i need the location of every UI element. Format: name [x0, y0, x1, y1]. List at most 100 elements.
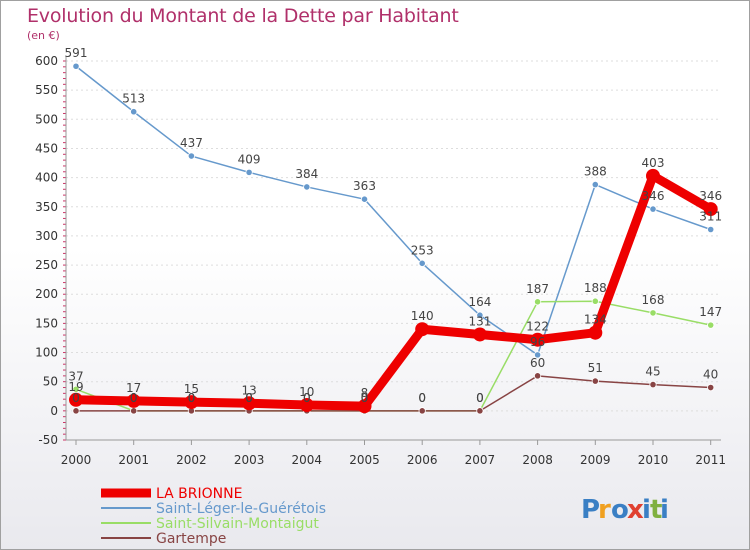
x-tick-label: 2003	[234, 453, 265, 467]
data-point-saint-silvain-montaigut	[72, 385, 80, 393]
data-point-saint-leger-le-gueretois	[187, 152, 195, 160]
data-label-la-brionne: 346	[699, 189, 722, 203]
legend-label: LA BRIONNE	[156, 486, 242, 502]
data-label-la-brionne: 131	[468, 314, 491, 328]
data-label-la-brionne: 17	[126, 381, 141, 395]
y-tick-label: 150	[35, 316, 58, 330]
x-tick-label: 2007	[465, 453, 496, 467]
data-label-gartempe: 51	[588, 361, 603, 375]
y-tick-label: 450	[35, 141, 58, 155]
data-point-gartempe	[649, 381, 657, 389]
data-label-saint-leger-le-gueretois: 96	[530, 335, 545, 349]
data-label-saint-silvain-montaigut: 0	[245, 391, 253, 405]
data-point-la-brionne	[530, 332, 545, 347]
data-label-saint-silvain-montaigut: 168	[642, 293, 665, 307]
logo-letter: P	[581, 495, 600, 525]
data-label-saint-silvain-montaigut: 187	[526, 282, 549, 296]
data-label-la-brionne: 403	[642, 156, 665, 170]
data-point-la-brionne	[69, 392, 83, 407]
data-point-la-brionne	[588, 325, 603, 340]
y-tick-label: 100	[35, 346, 58, 360]
legend-label: Saint-Silvain-Montaigut	[156, 516, 319, 532]
data-point-saint-leger-le-gueretois	[533, 351, 542, 359]
series-line-la-brionne	[71, 171, 716, 411]
logo-letter: x	[627, 495, 644, 525]
data-point-saint-leger-le-gueretois	[360, 195, 369, 203]
data-point-saint-leger-le-gueretois	[591, 181, 599, 189]
data-label-saint-leger-le-gueretois: 437	[180, 136, 203, 150]
data-point-saint-leger-le-gueretois	[130, 108, 138, 116]
data-label-la-brionne: 8	[361, 386, 369, 400]
data-point-saint-leger-le-gueretois	[707, 225, 715, 234]
data-label-saint-leger-le-gueretois: 513	[122, 92, 145, 106]
data-point-saint-leger-le-gueretois	[72, 62, 80, 70]
data-point-gartempe	[533, 372, 542, 380]
data-label-la-brionne: 134	[584, 313, 607, 327]
data-label-saint-silvain-montaigut: 188	[584, 281, 607, 295]
data-point-saint-leger-le-gueretois	[649, 205, 657, 213]
data-label-la-brionne: 122	[526, 320, 549, 334]
data-point-saint-leger-le-gueretois	[245, 168, 253, 176]
data-label-saint-leger-le-gueretois: 253	[411, 243, 434, 257]
data-label-gartempe: 0	[130, 391, 138, 405]
data-point-saint-leger-le-gueretois	[418, 259, 426, 267]
legend-label: Saint-Léger-le-Guérétois	[156, 501, 326, 517]
data-label-la-brionne: 15	[184, 382, 199, 396]
y-tick-label: 250	[35, 258, 58, 272]
data-label-saint-leger-le-gueretois: 388	[584, 165, 607, 179]
data-label-gartempe: 0	[476, 391, 484, 405]
x-tick-label: 2010	[638, 453, 669, 467]
data-point-saint-silvain-montaigut	[707, 321, 715, 329]
x-tick-label: 2011	[695, 453, 726, 467]
data-point-la-brionne	[242, 396, 257, 411]
chart-subtitle: (en €)	[27, 29, 60, 42]
series-line-saint-leger-le-gueretois	[75, 65, 712, 356]
data-label-saint-leger-le-gueretois: 363	[353, 179, 376, 193]
logo-letter: i	[660, 495, 669, 525]
data-label-la-brionne: 140	[411, 309, 434, 323]
data-label-gartempe: 0	[418, 391, 426, 405]
data-label-saint-leger-le-gueretois: 409	[238, 152, 261, 166]
data-label-gartempe: 0	[72, 391, 80, 405]
data-point-la-brionne	[357, 399, 372, 414]
x-tick-label: 2009	[580, 453, 611, 467]
y-tick-label: 350	[35, 200, 58, 214]
data-label-gartempe: 45	[645, 365, 660, 379]
data-point-gartempe	[707, 383, 715, 392]
data-label-la-brionne: 13	[241, 383, 256, 397]
data-label-saint-leger-le-gueretois: 311	[699, 210, 722, 224]
data-label-saint-silvain-montaigut: 0	[130, 391, 138, 405]
data-label-saint-leger-le-gueretois: 164	[468, 295, 491, 309]
data-label-saint-silvain-montaigut: 147	[699, 305, 722, 319]
x-tick-label: 2001	[118, 453, 149, 467]
logo-letter: t	[650, 495, 662, 525]
x-tick-label: 2002	[176, 453, 207, 467]
x-tick-label: 2008	[522, 453, 553, 467]
logo-letter: r	[598, 495, 611, 525]
data-point-saint-silvain-montaigut	[533, 298, 542, 306]
data-label-gartempe: 0	[361, 391, 369, 405]
logo-letter: i	[642, 495, 651, 525]
data-label-saint-leger-le-gueretois: 591	[65, 46, 88, 60]
data-label-la-brionne: 19	[68, 380, 83, 394]
x-tick-label: 2004	[292, 453, 323, 467]
x-tick-label: 2000	[61, 453, 92, 467]
data-label-gartempe: 0	[303, 391, 311, 405]
data-label-gartempe: 40	[703, 368, 718, 382]
data-point-la-brionne	[646, 168, 660, 183]
data-point-gartempe	[418, 407, 426, 415]
y-tick-label: 500	[35, 112, 58, 126]
data-label-la-brionne: 10	[299, 385, 314, 399]
data-point-saint-leger-le-gueretois	[476, 311, 484, 319]
data-point-la-brionne	[703, 202, 718, 217]
chart-title: Evolution du Montant de la Dette par Hab…	[27, 5, 459, 27]
data-point-la-brionne	[126, 393, 141, 408]
data-label-saint-leger-le-gueretois: 346	[642, 189, 665, 203]
data-label-gartempe: 0	[188, 391, 196, 405]
data-label-saint-silvain-montaigut: 0	[303, 391, 311, 405]
x-tick-label: 2005	[349, 453, 380, 467]
data-point-gartempe	[130, 407, 138, 415]
data-label-saint-silvain-montaigut: 0	[361, 391, 369, 405]
data-label-saint-leger-le-gueretois: 384	[295, 167, 318, 181]
data-point-gartempe	[591, 377, 599, 385]
